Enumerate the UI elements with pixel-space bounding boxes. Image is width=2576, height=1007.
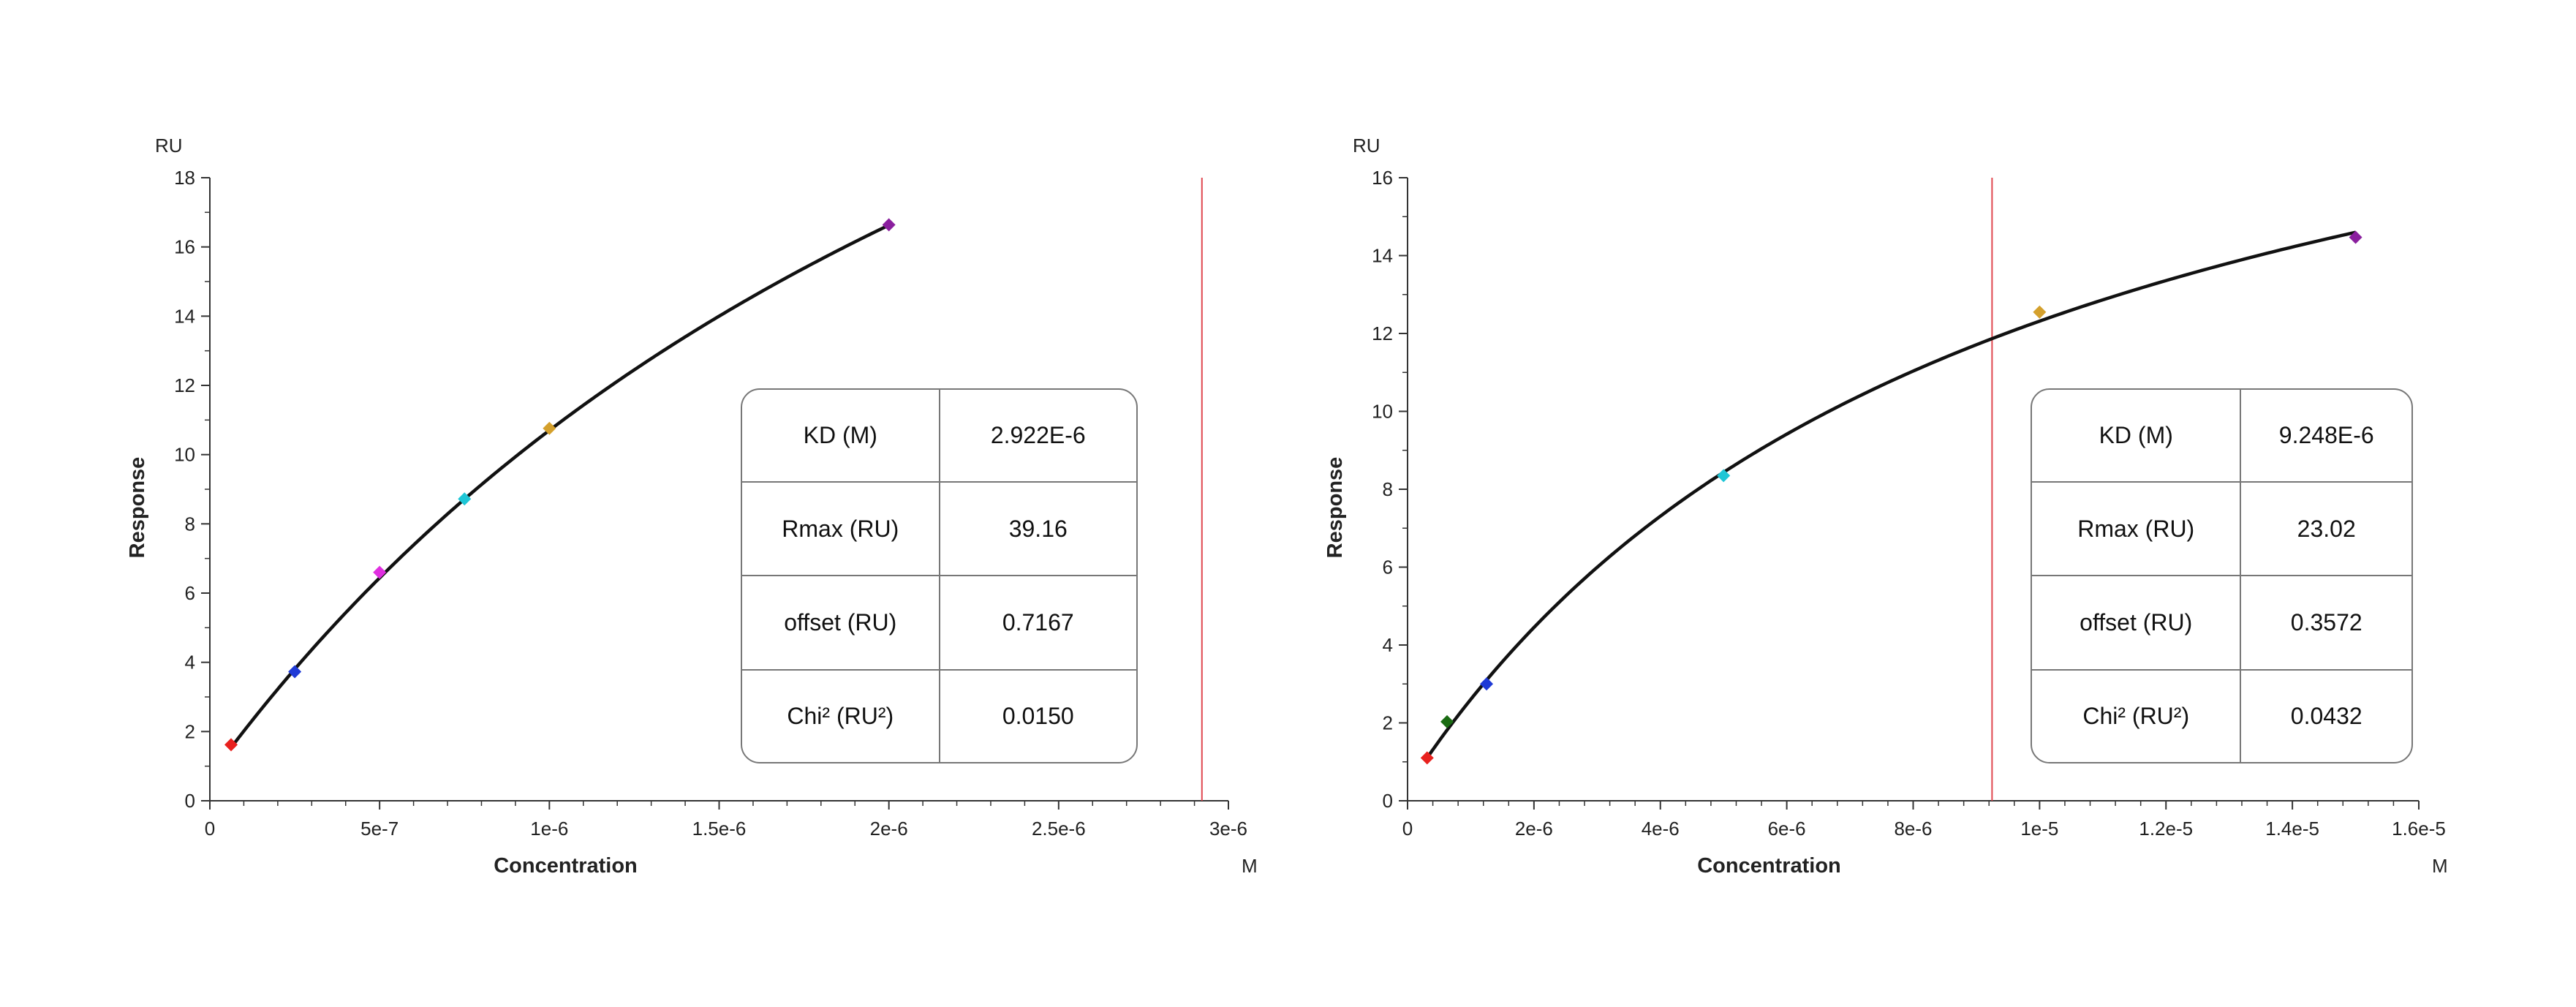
- y-tick-label: 8: [1383, 478, 1393, 500]
- y-tick-label: 4: [1383, 634, 1393, 656]
- data-point: [373, 565, 387, 579]
- data-point: [882, 218, 896, 232]
- fit-param-value: 39.16: [938, 480, 1136, 577]
- y-tick-label: 8: [185, 513, 195, 535]
- x-unit-label: M: [1242, 855, 1258, 877]
- fit-param-label: Chi² (RU²): [2032, 669, 2242, 762]
- x-tick-label: 1e-6: [530, 818, 568, 840]
- y-axis-title: Response: [126, 457, 149, 559]
- y-tick-label: 16: [174, 236, 195, 258]
- data-point: [1717, 469, 1731, 483]
- x-tick-label: 2e-6: [870, 818, 908, 840]
- fit-param-value: 0.0432: [2240, 669, 2411, 762]
- x-tick-label: 1.2e-5: [2139, 818, 2193, 840]
- fit-param-label: KD (M): [742, 390, 940, 483]
- fit-row-chi2: Chi² (RU²) 0.0150: [742, 669, 1136, 762]
- x-tick-label: 1.4e-5: [2265, 818, 2319, 840]
- fit-row-kd: KD (M) 2.922E-6: [742, 390, 1136, 483]
- data-point: [543, 421, 556, 435]
- x-tick-label: 6e-6: [1768, 818, 1806, 840]
- data-point: [458, 492, 472, 506]
- y-tick-label: 10: [1372, 401, 1393, 423]
- y-tick-label: 6: [1383, 557, 1393, 578]
- y-tick-label: 14: [1372, 245, 1393, 267]
- data-point: [224, 738, 238, 752]
- y-tick-label: 6: [185, 582, 195, 604]
- data-point: [2033, 305, 2047, 319]
- x-tick-label: 0: [205, 818, 215, 840]
- fit-param-label: offset (RU): [742, 575, 940, 671]
- fit-param-label: Rmax (RU): [742, 480, 940, 577]
- fit-param-value: 0.3572: [2240, 575, 2411, 671]
- fit-row-rmax: Rmax (RU) 39.16: [742, 480, 1136, 577]
- x-tick-label: 0: [1402, 818, 1413, 840]
- fit-param-value: 2.922E-6: [938, 390, 1136, 483]
- fit-param-label: Rmax (RU): [2032, 480, 2242, 577]
- x-axis-title: Concentration: [1697, 854, 1841, 878]
- chart-panel-right: 0 2 4 6 8 10 12 14 16 0 2e-6 4e-6 6e-6 8e-6 1e-5 1.2e-5…: [1323, 135, 2448, 878]
- fit-param-label: offset (RU): [2032, 575, 2242, 671]
- fit-results-table-left: KD (M) 2.922E-6 Rmax (RU) 39.16 offset (…: [741, 388, 1138, 763]
- x-tick-label: 1.6e-5: [2392, 818, 2446, 840]
- fit-param-value: 23.02: [2240, 480, 2411, 577]
- y-tick-label: 14: [174, 305, 195, 327]
- y-tick-label: 12: [174, 374, 195, 396]
- data-point: [2349, 230, 2362, 244]
- y-tick-label: 2: [1383, 712, 1393, 734]
- fit-param-label: Chi² (RU²): [742, 669, 940, 762]
- data-point: [1420, 751, 1434, 765]
- x-unit-label: M: [2432, 855, 2448, 877]
- x-tick-label: 3e-6: [1209, 818, 1247, 840]
- y-tick-label: 16: [1372, 167, 1393, 189]
- x-tick-label: 4e-6: [1642, 818, 1680, 840]
- y-unit-label: RU: [1353, 135, 1380, 156]
- fit-row-offset: offset (RU) 0.7167: [742, 575, 1136, 671]
- fit-param-value: 9.248E-6: [2240, 390, 2411, 483]
- x-tick-label: 8e-6: [1894, 818, 1932, 840]
- data-point: [1480, 677, 1494, 691]
- fit-curve: [1425, 230, 2357, 759]
- x-tick-label: 2e-6: [1515, 818, 1553, 840]
- fit-results-table-right: KD (M) 9.248E-6 Rmax (RU) 23.02 offset (…: [2031, 388, 2413, 763]
- y-tick-label: 18: [174, 167, 195, 189]
- fit-param-value: 0.0150: [938, 669, 1136, 762]
- fit-curve: [230, 223, 890, 749]
- x-tick-label: 5e-7: [360, 818, 399, 840]
- y-tick-label: 4: [185, 652, 195, 674]
- data-point: [1440, 714, 1454, 728]
- y-tick-label: 2: [185, 720, 195, 742]
- y-tick-label: 10: [174, 444, 195, 466]
- x-tick-label: 1.5e-6: [692, 818, 747, 840]
- fit-param-label: KD (M): [2032, 390, 2242, 483]
- chart-panel-left: 0 2 4 6 8 10 12 14 16 18 0 5e-7 1e-6 1.5e-6 2e-6 2.5e-6…: [126, 135, 1258, 878]
- x-tick-label: 1e-5: [2020, 818, 2058, 840]
- fit-row-kd: KD (M) 9.248E-6: [2032, 390, 2411, 483]
- y-tick-label: 12: [1372, 323, 1393, 344]
- fit-row-chi2: Chi² (RU²) 0.0432: [2032, 669, 2411, 762]
- x-tick-label: 2.5e-6: [1032, 818, 1086, 840]
- fit-row-rmax: Rmax (RU) 23.02: [2032, 480, 2411, 577]
- fit-row-offset: offset (RU) 0.3572: [2032, 575, 2411, 671]
- fit-param-value: 0.7167: [938, 575, 1136, 671]
- data-point: [288, 665, 302, 679]
- y-axis-title: Response: [1323, 457, 1347, 559]
- y-unit-label: RU: [155, 135, 183, 156]
- x-axis-title: Concentration: [494, 854, 638, 878]
- y-tick-label: 0: [185, 790, 195, 812]
- y-tick-label: 0: [1383, 790, 1393, 812]
